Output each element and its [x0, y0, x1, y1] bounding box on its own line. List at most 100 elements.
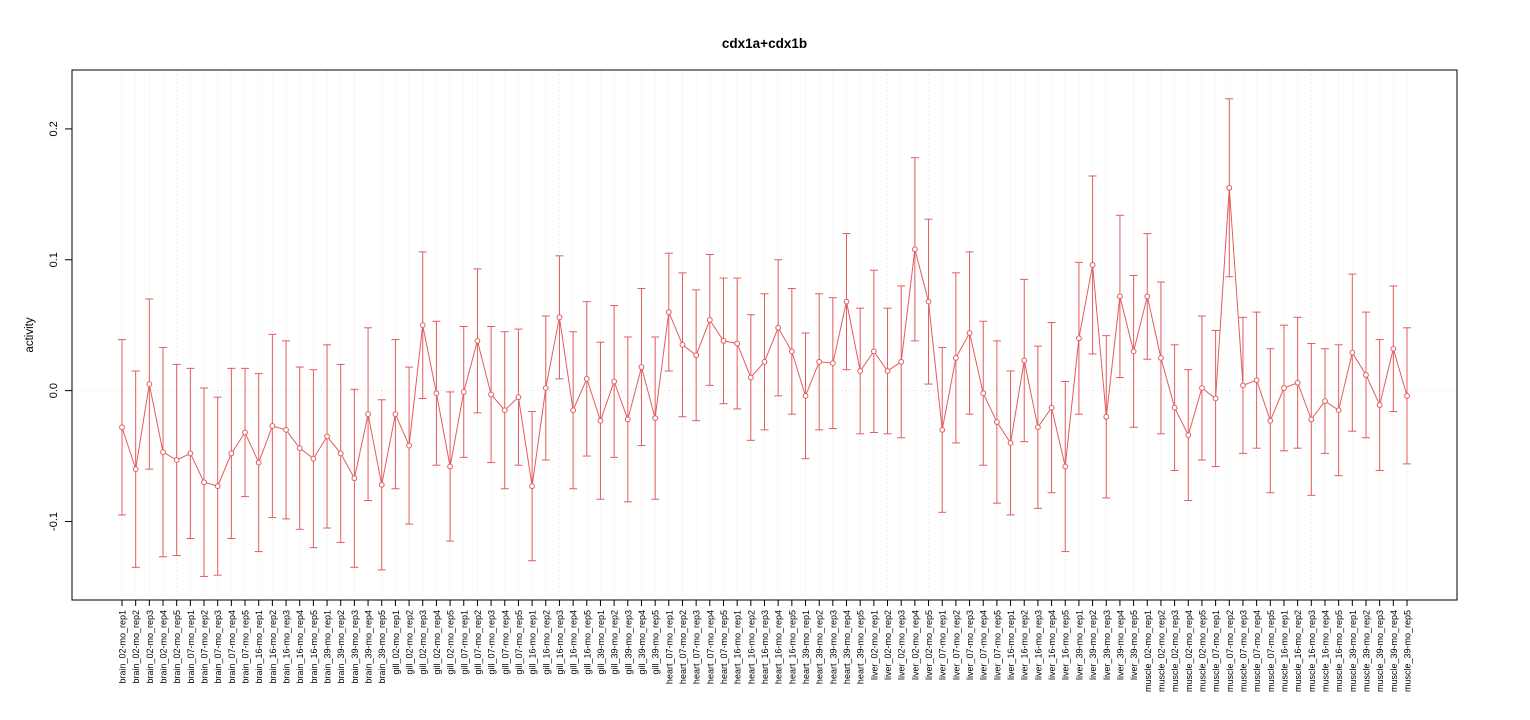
data-point [802, 392, 809, 399]
data-point [173, 457, 180, 463]
x-tick-label: liver_07-mo_rep1 [938, 610, 948, 680]
data-point [1089, 262, 1096, 268]
data-point [228, 450, 235, 457]
x-tick-label: brain_07-mo_rep5 [241, 610, 251, 684]
data-point [187, 450, 194, 457]
x-tick-label: brain_39-mo_rep5 [377, 610, 387, 684]
x-tick-label: muscle_39-mo_rep2 [1361, 610, 1371, 692]
data-point [788, 348, 795, 355]
data-point [474, 337, 481, 344]
x-tick-label: gill_39-mo_rep5 [651, 610, 661, 675]
data-point [829, 360, 836, 367]
data-point [898, 358, 905, 365]
data-point [433, 390, 440, 397]
data-point [1376, 402, 1383, 408]
x-tick-label: brain_07-mo_rep4 [227, 610, 237, 684]
x-tick-label: muscle_02-mo_rep3 [1170, 610, 1180, 692]
data-point [406, 442, 412, 449]
x-tick-label: heart_39-mo_rep3 [828, 610, 838, 684]
x-tick-label: gill_02-mo_rep5 [446, 610, 456, 675]
x-tick-label: heart_07-mo_rep4 [705, 610, 715, 684]
series [119, 184, 1410, 490]
data-point [1322, 398, 1328, 404]
x-tick-label: liver_02-mo_rep3 [897, 610, 907, 680]
x-tick-label: gill_16-mo_rep5 [582, 610, 592, 675]
x-tick-label: muscle_07-mo_rep2 [1225, 610, 1235, 692]
x-tick-label: brain_16-mo_rep3 [282, 610, 292, 684]
x-tick-label: brain_07-mo_rep1 [186, 610, 196, 684]
x-tick-label: liver_16-mo_rep4 [1047, 610, 1057, 680]
data-point [870, 348, 877, 355]
data-point [665, 309, 672, 315]
data-point [570, 407, 577, 414]
x-tick-label: brain_02-mo_rep1 [118, 610, 128, 684]
data-point [911, 246, 918, 253]
x-tick-label: muscle_02-mo_rep2 [1156, 610, 1166, 692]
data-point [816, 358, 823, 365]
x-tick-label: heart_07-mo_rep2 [678, 610, 688, 684]
data-point [993, 419, 1000, 425]
x-tick-label: gill_07-mo_rep1 [459, 610, 469, 675]
x-tick-label: liver_07-mo_rep2 [951, 610, 961, 680]
data-point [611, 378, 618, 385]
data-point [843, 298, 850, 305]
data-point [1281, 385, 1287, 391]
x-tick-label: brain_39-mo_rep4 [364, 610, 374, 684]
x-tick-label: gill_02-mo_rep4 [432, 610, 442, 675]
data-point [1035, 424, 1041, 431]
x-tick-label: liver_02-mo_rep1 [869, 610, 879, 680]
x-tick-label: brain_02-mo_rep5 [172, 610, 182, 684]
x-tick-label: gill_07-mo_rep4 [500, 610, 510, 675]
x-tick-label: muscle_02-mo_rep5 [1197, 610, 1207, 692]
x-tick-label: heart_39-mo_rep5 [856, 610, 866, 684]
x-tick-label: muscle_16-mo_rep1 [1279, 610, 1289, 692]
data-point [337, 450, 344, 457]
x-tick-label: brain_39-mo_rep2 [336, 610, 346, 684]
data-point [351, 475, 358, 482]
x-tick-label: liver_16-mo_rep5 [1061, 610, 1071, 680]
y-tick-label: -0.1 [48, 512, 60, 531]
x-tick-label: heart_07-mo_rep5 [719, 610, 729, 684]
x-tick-label: gill_02-mo_rep2 [405, 610, 415, 675]
data-point [1267, 417, 1274, 424]
data-point [1390, 345, 1397, 352]
x-tick-label: gill_07-mo_rep3 [487, 610, 497, 675]
x-tick-label: liver_02-mo_rep2 [883, 610, 893, 680]
x-tick-label: gill_39-mo_rep2 [610, 610, 620, 675]
x-tick-label: liver_02-mo_rep5 [924, 610, 934, 680]
data-point [324, 433, 330, 440]
data-point [1226, 184, 1233, 191]
data-point [775, 324, 782, 331]
x-tick-label: heart_16-mo_rep4 [774, 610, 784, 684]
data-point [597, 417, 604, 424]
x-tick-label: brain_16-mo_rep1 [254, 610, 264, 684]
error-bars [118, 98, 1411, 577]
data-point [283, 426, 289, 433]
data-point [515, 394, 522, 401]
x-tick-label: liver_16-mo_rep3 [1033, 610, 1043, 680]
data-point [529, 483, 536, 490]
x-tick-label: heart_07-mo_rep1 [664, 610, 674, 684]
x-tick-label: heart_39-mo_rep2 [815, 610, 825, 684]
data-point [146, 381, 153, 387]
data-point [1076, 335, 1082, 342]
x-tick-label: gill_02-mo_rep3 [418, 610, 428, 675]
x-tick-label: muscle_39-mo_rep1 [1348, 610, 1358, 692]
data-point [939, 426, 946, 433]
x-tick-label: muscle_16-mo_rep2 [1293, 610, 1303, 692]
x-tick-label: brain_39-mo_rep3 [350, 610, 360, 684]
data-point [624, 416, 631, 423]
data-point [447, 463, 453, 470]
x-tick-label: brain_02-mo_rep3 [145, 610, 155, 684]
y-tick-label: 0.0 [48, 383, 60, 398]
x-tick-label: muscle_07-mo_rep3 [1238, 610, 1248, 692]
data-point [269, 423, 276, 429]
data-point [296, 445, 303, 452]
x-tick-label: gill_16-mo_rep4 [569, 610, 579, 675]
data-point [242, 429, 248, 436]
data-point [1308, 416, 1315, 423]
data-point [378, 481, 385, 488]
x-tick-label: muscle_39-mo_rep5 [1403, 610, 1413, 692]
x-tick-label: muscle_16-mo_rep4 [1320, 610, 1330, 692]
